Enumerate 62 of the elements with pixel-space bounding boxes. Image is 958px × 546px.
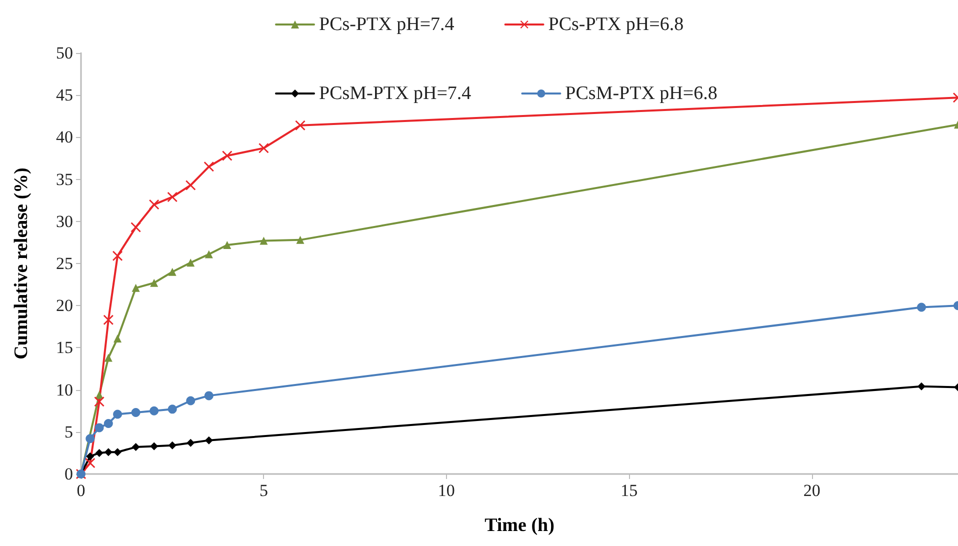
legend-label: PCsM-PTX pH=7.4	[319, 83, 472, 104]
point	[132, 443, 140, 452]
y-tick-label: 15	[56, 338, 73, 358]
point	[94, 423, 104, 432]
point	[222, 150, 232, 161]
point	[186, 396, 196, 406]
point	[186, 180, 196, 190]
point	[86, 434, 95, 444]
point	[223, 240, 232, 249]
point	[95, 448, 104, 457]
point	[113, 410, 122, 419]
point	[112, 250, 123, 261]
point	[168, 404, 177, 414]
legend-label: PCs-PTX pH=6.8	[548, 14, 684, 35]
x-tick-label: 20	[803, 481, 820, 500]
point	[114, 448, 122, 456]
point	[167, 192, 178, 202]
y-tick-label: 10	[56, 380, 73, 400]
point	[85, 458, 96, 468]
point	[186, 438, 195, 447]
point	[186, 258, 195, 267]
y-tick-label: 25	[56, 254, 73, 273]
point	[204, 436, 213, 444]
y-tick-label: 20	[56, 296, 73, 316]
point	[130, 222, 141, 232]
point	[260, 236, 268, 245]
point	[204, 162, 214, 172]
point	[132, 284, 140, 292]
y-tick-label: 45	[56, 86, 73, 105]
point	[295, 120, 306, 130]
point	[204, 250, 213, 258]
point	[168, 441, 176, 450]
point	[258, 143, 269, 154]
y-axis-title: Cumulative release (%)	[11, 168, 32, 360]
point	[150, 278, 158, 287]
point	[104, 418, 113, 428]
point	[131, 408, 140, 418]
y-tick-label: 30	[56, 212, 73, 231]
point	[296, 236, 304, 244]
point	[104, 354, 112, 362]
x-tick-label: 5	[259, 481, 268, 500]
point	[149, 200, 160, 210]
y-tick-label: 40	[56, 128, 73, 147]
y-tick-label: 35	[56, 170, 73, 189]
point	[150, 442, 158, 450]
y-tick-label: 5	[64, 422, 73, 442]
point	[168, 268, 176, 276]
point	[150, 406, 159, 416]
point	[114, 334, 122, 342]
legend-label: PCsM-PTX pH=6.8	[565, 83, 718, 104]
x-tick-label: 10	[438, 481, 455, 500]
legend-label: PCs-PTX pH=7.4	[319, 14, 455, 35]
point	[94, 396, 104, 407]
x-axis-title: Time (h)	[484, 515, 554, 536]
y-tick-label: 50	[56, 44, 73, 62]
point	[204, 391, 214, 400]
point	[86, 452, 94, 460]
x-tick-label: 0	[76, 481, 86, 500]
y-tick-label: 0	[64, 464, 73, 484]
x-tick-label: 15	[620, 481, 638, 500]
point	[103, 314, 114, 325]
point	[104, 448, 112, 456]
